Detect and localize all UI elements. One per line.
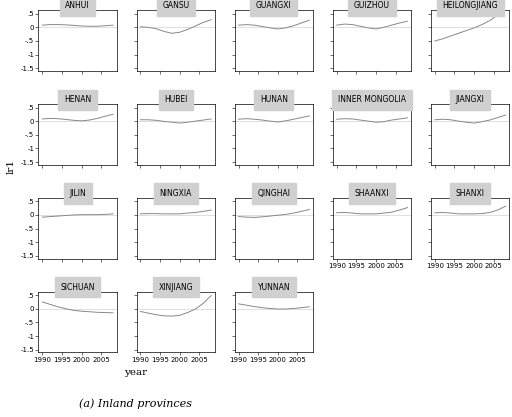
Title: SHANXI: SHANXI	[456, 189, 485, 198]
Title: NINGXIA: NINGXIA	[160, 189, 192, 198]
Title: QINGHAI: QINGHAI	[258, 189, 290, 198]
Title: HENAN: HENAN	[64, 95, 91, 104]
Title: HUBEI: HUBEI	[164, 95, 187, 104]
Title: YUNNAN: YUNNAN	[258, 283, 290, 292]
Title: ANHUI: ANHUI	[66, 1, 90, 10]
Title: GUANGXI: GUANGXI	[256, 1, 292, 10]
Title: INNER MONGOLIA: INNER MONGOLIA	[338, 95, 406, 104]
Text: (a) Inland provinces: (a) Inland provinces	[79, 398, 192, 409]
Title: SHAANXI: SHAANXI	[355, 189, 389, 198]
Text: lr1: lr1	[6, 159, 15, 174]
Title: SICHUAN: SICHUAN	[60, 283, 95, 292]
Title: JILIN: JILIN	[69, 189, 86, 198]
Title: HUNAN: HUNAN	[260, 95, 288, 104]
Title: JIANGXI: JIANGXI	[456, 95, 485, 104]
Text: year: year	[124, 368, 147, 377]
Title: XINJIANG: XINJIANG	[159, 283, 193, 292]
Title: GANSU: GANSU	[162, 1, 189, 10]
Title: HEILONGJIANG: HEILONGJIANG	[442, 1, 498, 10]
Title: GUIZHOU: GUIZHOU	[354, 1, 390, 10]
